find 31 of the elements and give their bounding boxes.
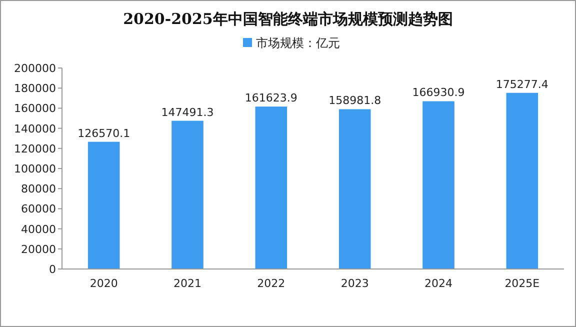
bar bbox=[172, 120, 204, 269]
bar bbox=[338, 109, 371, 269]
y-tick-label: 120000 bbox=[14, 142, 56, 156]
data-label: 126570.1 bbox=[78, 126, 130, 140]
y-tick-label: 0 bbox=[49, 263, 56, 276]
y-tick-label: 200000 bbox=[14, 62, 56, 75]
data-label: 147491.3 bbox=[161, 106, 214, 119]
bar bbox=[88, 142, 120, 269]
y-tick-label: 160000 bbox=[14, 102, 56, 116]
y-tick-label: 20000 bbox=[21, 242, 56, 256]
bar bbox=[255, 106, 288, 269]
bar bbox=[422, 101, 454, 269]
x-tick-label: 2021 bbox=[174, 277, 202, 290]
legend-label: 市场规模：亿元 bbox=[256, 36, 340, 50]
bar bbox=[506, 92, 538, 269]
data-label: 161623.9 bbox=[244, 92, 298, 105]
y-tick-label: 40000 bbox=[21, 222, 56, 236]
y-tick-label: 80000 bbox=[21, 182, 56, 196]
y-tick-label: 140000 bbox=[14, 122, 56, 136]
chart-title: 2020-2025年中国智能终端市场规模预测趋势图 bbox=[123, 10, 453, 28]
x-tick-label: 2022 bbox=[257, 277, 286, 290]
data-label: 158981.8 bbox=[328, 94, 382, 108]
x-tick-label: 2025E bbox=[504, 277, 540, 290]
x-tick-label: 2024 bbox=[424, 277, 452, 290]
y-tick-label: 180000 bbox=[14, 82, 56, 96]
y-tick-label: 60000 bbox=[21, 202, 56, 216]
data-label: 166930.9 bbox=[412, 86, 465, 100]
x-tick-label: 2020 bbox=[90, 277, 118, 290]
y-tick-label: 100000 bbox=[14, 162, 56, 176]
data-label: 175277.4 bbox=[496, 78, 548, 91]
x-tick-label: 2023 bbox=[340, 277, 369, 290]
